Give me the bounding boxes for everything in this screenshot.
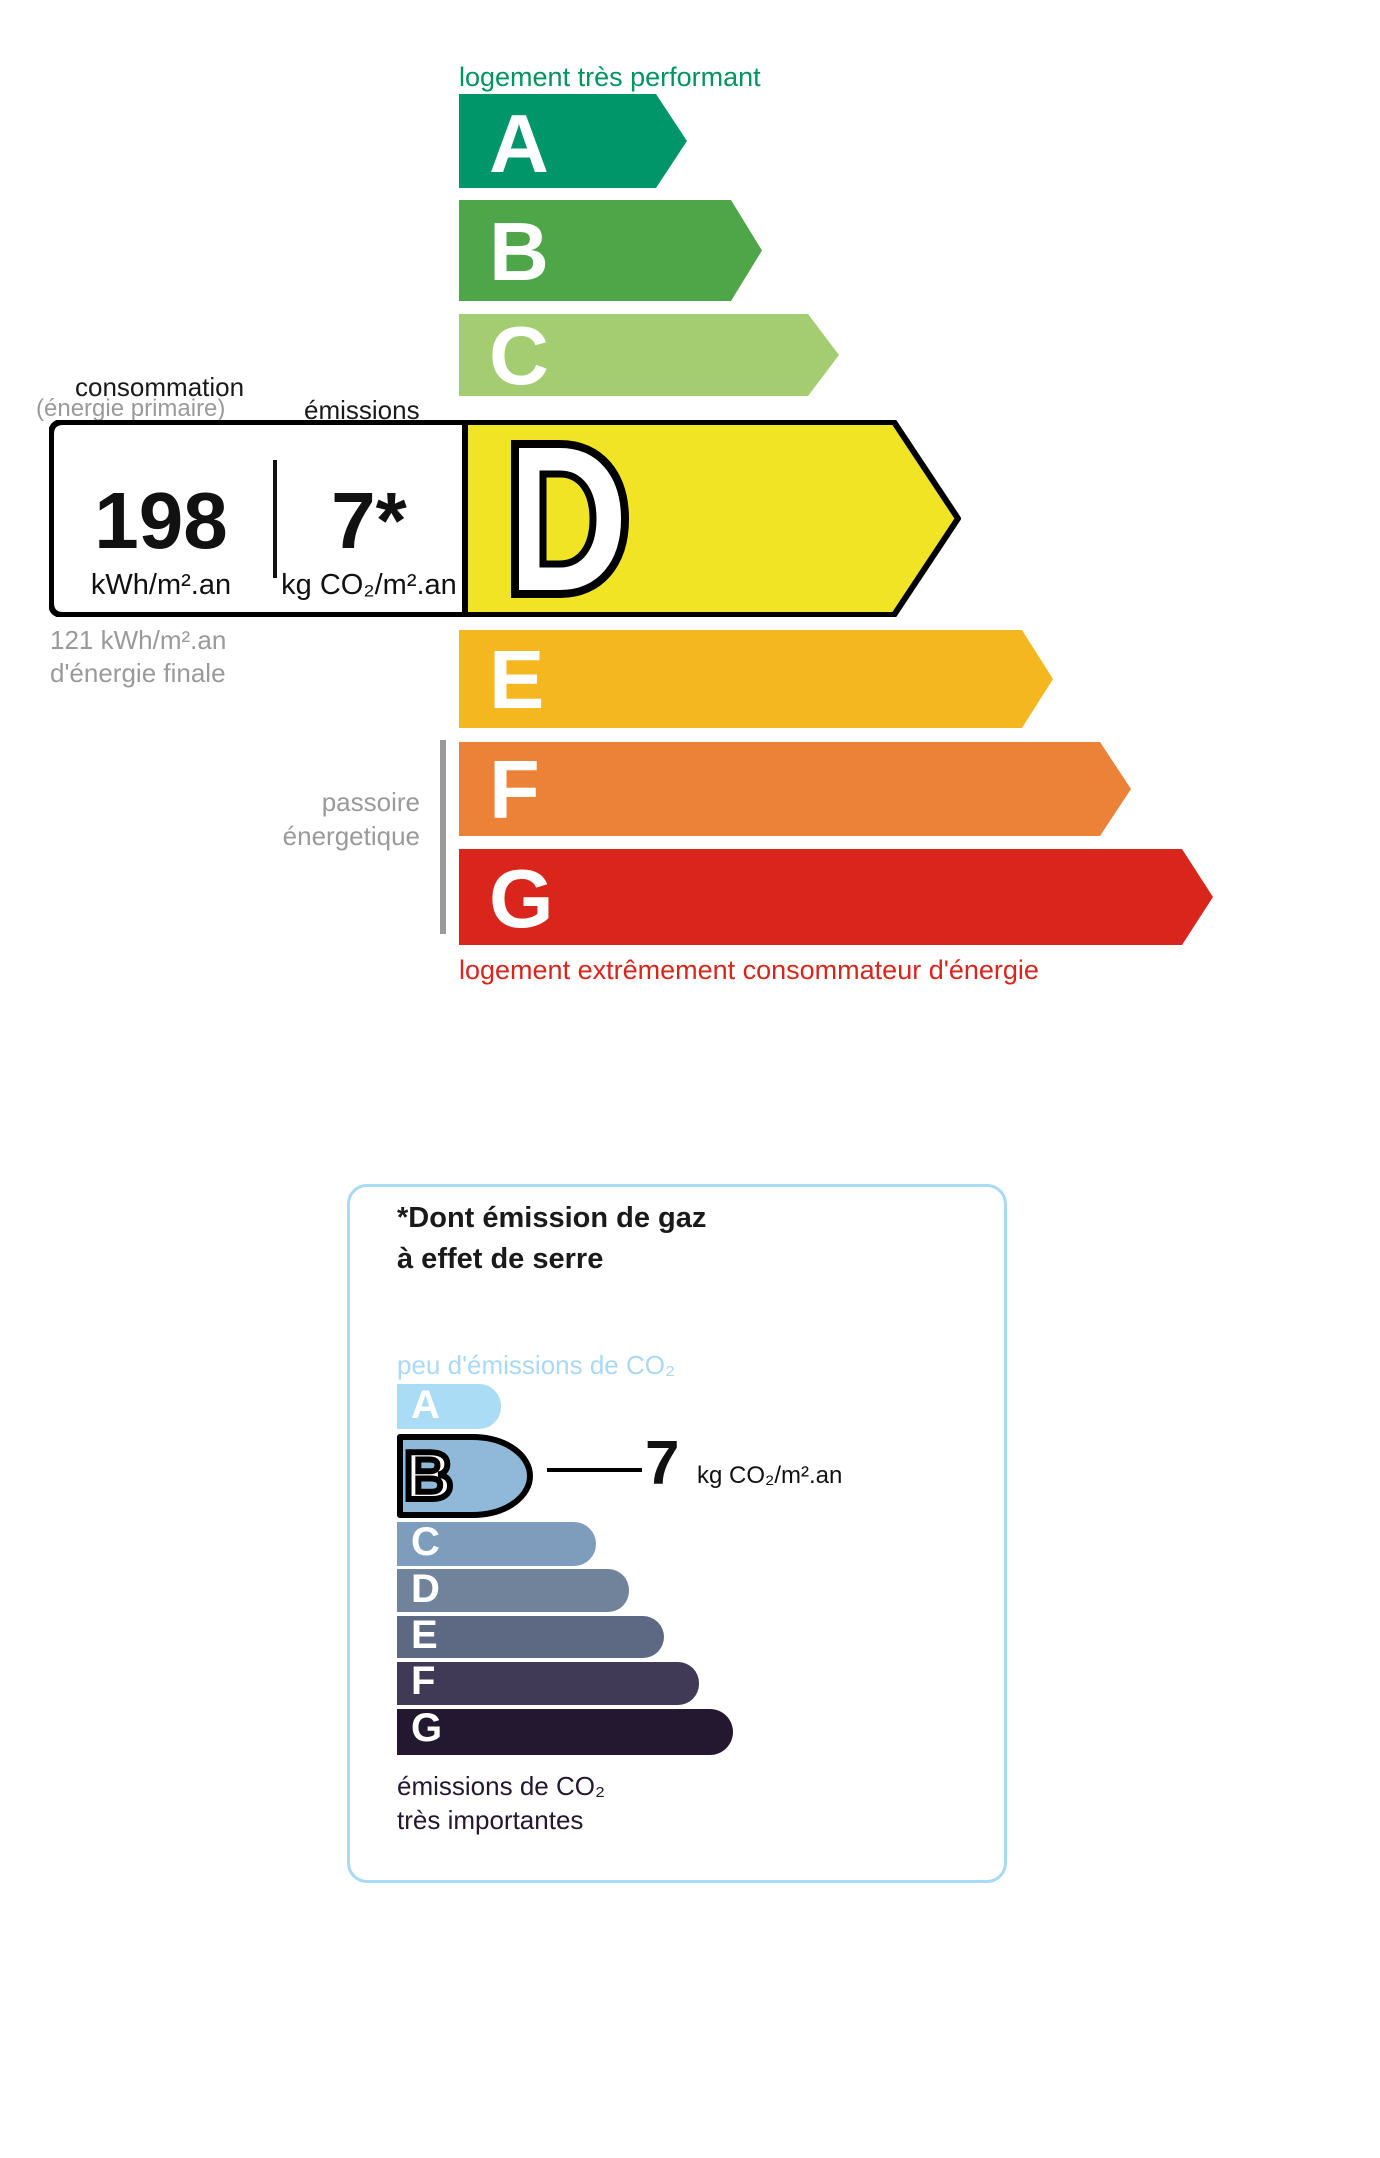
svg-text:B: B: [404, 1438, 453, 1514]
